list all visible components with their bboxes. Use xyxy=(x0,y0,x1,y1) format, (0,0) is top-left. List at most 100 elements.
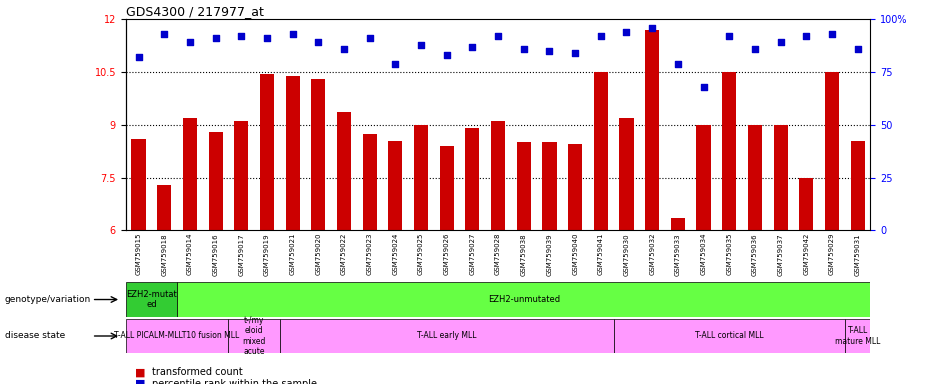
Point xyxy=(285,31,300,37)
Bar xyxy=(825,72,839,230)
Bar xyxy=(439,146,453,230)
Text: GSM759025: GSM759025 xyxy=(418,233,424,275)
Point xyxy=(182,40,197,46)
Point xyxy=(619,29,634,35)
Text: GSM759039: GSM759039 xyxy=(546,233,552,276)
Bar xyxy=(799,177,814,230)
Bar xyxy=(311,79,325,230)
Bar xyxy=(362,134,377,230)
Text: GSM759023: GSM759023 xyxy=(367,233,372,275)
Text: percentile rank within the sample: percentile rank within the sample xyxy=(152,379,317,384)
Bar xyxy=(543,142,557,230)
Text: GSM759014: GSM759014 xyxy=(187,233,193,275)
Text: GSM759027: GSM759027 xyxy=(469,233,476,275)
Text: t-/my
eloid
mixed
acute: t-/my eloid mixed acute xyxy=(242,316,265,356)
Text: GSM759029: GSM759029 xyxy=(829,233,835,275)
Bar xyxy=(280,319,614,353)
Text: GSM759031: GSM759031 xyxy=(855,233,860,276)
Bar xyxy=(209,132,223,230)
Text: T-ALL
mature MLL: T-ALL mature MLL xyxy=(835,326,881,346)
Bar xyxy=(131,139,145,230)
Point xyxy=(209,35,223,41)
Bar xyxy=(126,319,228,353)
Bar xyxy=(286,76,300,230)
Bar xyxy=(696,125,710,230)
Text: GSM759034: GSM759034 xyxy=(700,233,707,275)
Bar xyxy=(748,125,762,230)
Text: GSM759041: GSM759041 xyxy=(598,233,604,275)
Point xyxy=(311,40,326,46)
Bar xyxy=(844,319,870,353)
Bar xyxy=(851,141,865,230)
Point xyxy=(593,33,608,39)
Text: GSM759042: GSM759042 xyxy=(803,233,809,275)
Text: transformed count: transformed count xyxy=(152,367,242,377)
Bar xyxy=(645,30,659,230)
Text: GSM759026: GSM759026 xyxy=(444,233,450,275)
Text: EZH2-unmutated: EZH2-unmutated xyxy=(488,295,560,304)
Bar xyxy=(671,218,685,230)
Text: GSM759038: GSM759038 xyxy=(520,233,527,276)
Bar xyxy=(491,121,506,230)
Text: ■: ■ xyxy=(135,379,149,384)
Text: GSM759021: GSM759021 xyxy=(290,233,296,275)
Bar xyxy=(619,118,634,230)
Text: GSM759016: GSM759016 xyxy=(212,233,219,276)
Point xyxy=(568,50,583,56)
Text: EZH2-mutat
ed: EZH2-mutat ed xyxy=(126,290,177,309)
Text: GSM759015: GSM759015 xyxy=(136,233,142,275)
Point xyxy=(362,35,377,41)
Bar xyxy=(414,125,428,230)
Bar xyxy=(466,128,479,230)
Point xyxy=(260,35,275,41)
Bar xyxy=(126,282,177,317)
Point xyxy=(850,46,865,52)
Text: GSM759024: GSM759024 xyxy=(392,233,398,275)
Text: GSM759040: GSM759040 xyxy=(573,233,578,275)
Point xyxy=(722,33,736,39)
Bar xyxy=(157,185,171,230)
Bar xyxy=(517,142,531,230)
Point xyxy=(336,46,351,52)
Point xyxy=(645,25,660,31)
Bar xyxy=(722,72,736,230)
Point xyxy=(517,46,532,52)
Bar xyxy=(337,113,351,230)
Bar xyxy=(594,72,608,230)
Text: GSM759030: GSM759030 xyxy=(624,233,629,276)
Point xyxy=(670,61,685,67)
Text: T-ALL cortical MLL: T-ALL cortical MLL xyxy=(695,331,763,341)
Text: GSM759018: GSM759018 xyxy=(161,233,168,276)
Point xyxy=(825,31,840,37)
Bar xyxy=(182,118,197,230)
Text: GSM759036: GSM759036 xyxy=(752,233,758,276)
Text: GDS4300 / 217977_at: GDS4300 / 217977_at xyxy=(126,5,263,18)
Text: GSM759017: GSM759017 xyxy=(238,233,244,276)
Point xyxy=(413,41,428,48)
Bar xyxy=(228,319,280,353)
Point xyxy=(465,44,479,50)
Point xyxy=(542,48,557,54)
Text: GSM759028: GSM759028 xyxy=(495,233,501,275)
Point xyxy=(773,40,788,46)
Point xyxy=(696,84,711,90)
Text: genotype/variation: genotype/variation xyxy=(5,295,91,304)
Point xyxy=(439,52,454,58)
Point xyxy=(131,54,146,60)
Bar xyxy=(260,74,274,230)
Point xyxy=(799,33,814,39)
Text: T-ALL PICALM-MLLT10 fusion MLL: T-ALL PICALM-MLLT10 fusion MLL xyxy=(115,331,239,341)
Point xyxy=(491,33,506,39)
Point xyxy=(388,61,403,67)
Point xyxy=(234,33,249,39)
Text: GSM759019: GSM759019 xyxy=(264,233,270,276)
Text: ■: ■ xyxy=(135,367,149,377)
Point xyxy=(748,46,762,52)
Text: GSM759022: GSM759022 xyxy=(341,233,347,275)
Bar xyxy=(774,125,788,230)
Text: GSM759020: GSM759020 xyxy=(316,233,321,275)
Bar xyxy=(614,319,844,353)
Text: GSM759035: GSM759035 xyxy=(726,233,732,275)
Point xyxy=(156,31,171,37)
Text: T-ALL early MLL: T-ALL early MLL xyxy=(417,331,477,341)
